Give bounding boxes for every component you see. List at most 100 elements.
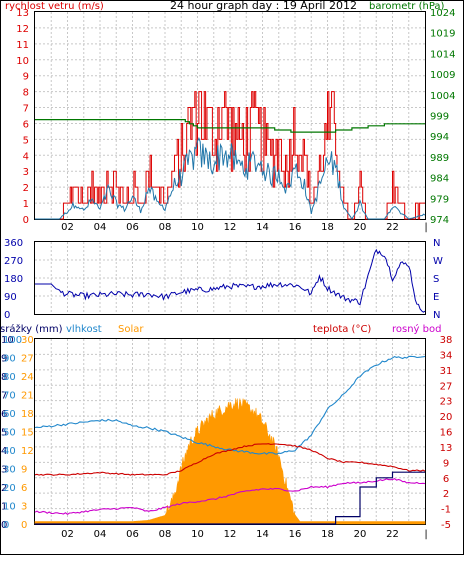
humidity-tick-label: 100 [3,335,22,346]
rain-line [35,471,425,525]
rain-tick-label: 7 [1,391,7,402]
wind-tick-label: 6 [23,119,29,130]
temperature-tick-label: 23 [440,397,453,408]
wind-tick-label: 2 [23,183,29,194]
x-tick-label: 16 [289,529,302,540]
rain-tick-label: 2 [1,483,7,494]
barometer-tick-label: 984 [430,174,449,185]
barometer-tick-label: 999 [430,112,449,123]
temperature-tick-label: 13 [440,443,453,454]
x-tick-label: 06 [126,529,139,540]
solar-ticks: 0 3 6 9 12 15 18 21 24 27 30 [21,335,34,531]
x-tick-label: 14 [256,222,269,233]
x-tick-label: 12 [224,222,237,233]
temperature-axis-label: teplota (°C) [313,324,371,335]
compass-tick-label: W [433,256,443,267]
temperature-tick-label: 2 [443,489,449,500]
wind-tick-label: 9 [23,72,29,83]
humidity-line [34,355,426,455]
temperature-ticks: -5 -1 2 6 9 13 16 20 23 27 31 34 38 [440,335,453,531]
x-tick-label: 02 [61,529,74,540]
compass-tick-label: S [433,274,439,285]
barometer-tick-label: 1024 [430,8,455,19]
solar-tick-label: 12 [21,446,34,457]
wind-tick-label: 3 [23,167,29,178]
x-tick-label-end: | [424,222,427,233]
wind-tick-label: 7 [23,104,29,115]
solar-area [34,398,426,525]
temperature-tick-label: -5 [441,520,451,531]
humidity-tick-label: 30 [3,465,16,476]
x-tick-label: 10 [191,529,204,540]
humidity-tick-label: 10 [3,502,16,513]
temperature-tick-label: 38 [440,335,453,346]
wind-tick-label: 4 [23,151,29,162]
barometer-ticks: 974 979 984 989 994 999 1004 1009 1014 1019 1024 [430,8,455,226]
barometer-tick-label: 989 [430,153,449,164]
wind-tick-label: 12 [16,24,29,35]
temperature-tick-label: 34 [440,350,453,361]
rain-tick-label: 6 [1,409,7,420]
compass-tick-label: N [433,238,440,249]
humidity-tick-label: 40 [3,446,16,457]
rain-tick-label: 10 [1,335,14,346]
x-tick-label: 04 [94,222,107,233]
rain-tick-label: 3 [1,465,7,476]
x-tick-label: 10 [191,222,204,233]
wind-average-line [35,137,426,221]
direction-panel-grid [35,242,425,314]
barometer-tick-label: 1014 [430,49,455,60]
compass-tick-label: N [433,310,440,321]
x-tick-label: 18 [321,529,334,540]
temperature-tick-label: 20 [440,412,453,423]
humidity-tick-label: 80 [3,372,16,383]
rain-axis-label: srážky (mm) [0,323,63,335]
solar-tick-label: 27 [21,354,34,365]
wind-series [35,91,426,221]
x-tick-label: 18 [321,222,334,233]
direction-tick-label: 180 [4,274,23,285]
rain-tick-label: 4 [1,446,7,457]
solar-tick-label: 6 [21,483,27,494]
solar-tick-label: 30 [21,335,34,346]
x-tick-label: 08 [159,529,172,540]
humidity-tick-label: 70 [3,391,16,402]
x-tick-label: 02 [61,222,74,233]
wind-axis-label: rychlost vetru (m/s) [5,1,104,12]
solar-tick-label: 21 [21,391,34,402]
wind-tick-label: 5 [23,135,29,146]
humidity-tick-label: 50 [3,428,16,439]
solar-tick-label: 9 [21,465,27,476]
x-tick-label: 12 [224,529,237,540]
wind-tick-label: 8 [23,88,29,99]
rain-tick-label: 9 [1,354,7,365]
solar-tick-label: 24 [21,372,34,383]
direction-tick-label: 0 [4,310,10,321]
compass-tick-label: E [433,292,439,303]
x-tick-label: 20 [354,222,367,233]
rain-tick-label: 1 [1,502,7,513]
solar-axis-label: Solar [118,324,144,335]
chart-title: 24 hour graph day : 19 April 2012 [170,0,357,12]
dewpoint-axis-label: rosný bod [392,323,441,335]
wind-x-ticks: 02 04 06 08 10 12 14 16 18 20 22 | [61,222,428,233]
direction-tick-label: 270 [4,256,23,267]
climate-series [34,355,426,525]
wind-direction-line [35,248,426,313]
humidity-ticks: 0 10 20 30 40 50 60 70 80 90 100 [3,335,22,531]
rain-tick-label: 5 [1,428,7,439]
temperature-line [34,443,426,476]
x-tick-label: 16 [289,222,302,233]
dewpoint-line [34,477,426,515]
humidity-tick-label: 0 [3,520,9,531]
barometer-tick-label: 1004 [430,91,455,102]
barometer-tick-label: 979 [430,194,449,205]
temperature-tick-label: 27 [440,381,453,392]
barometer-axis-label: barometr (hPa) [369,1,445,12]
solar-tick-label: 3 [21,502,27,513]
barometer-tick-label: 974 [430,215,449,226]
humidity-axis-label: vlhkost [66,324,102,335]
